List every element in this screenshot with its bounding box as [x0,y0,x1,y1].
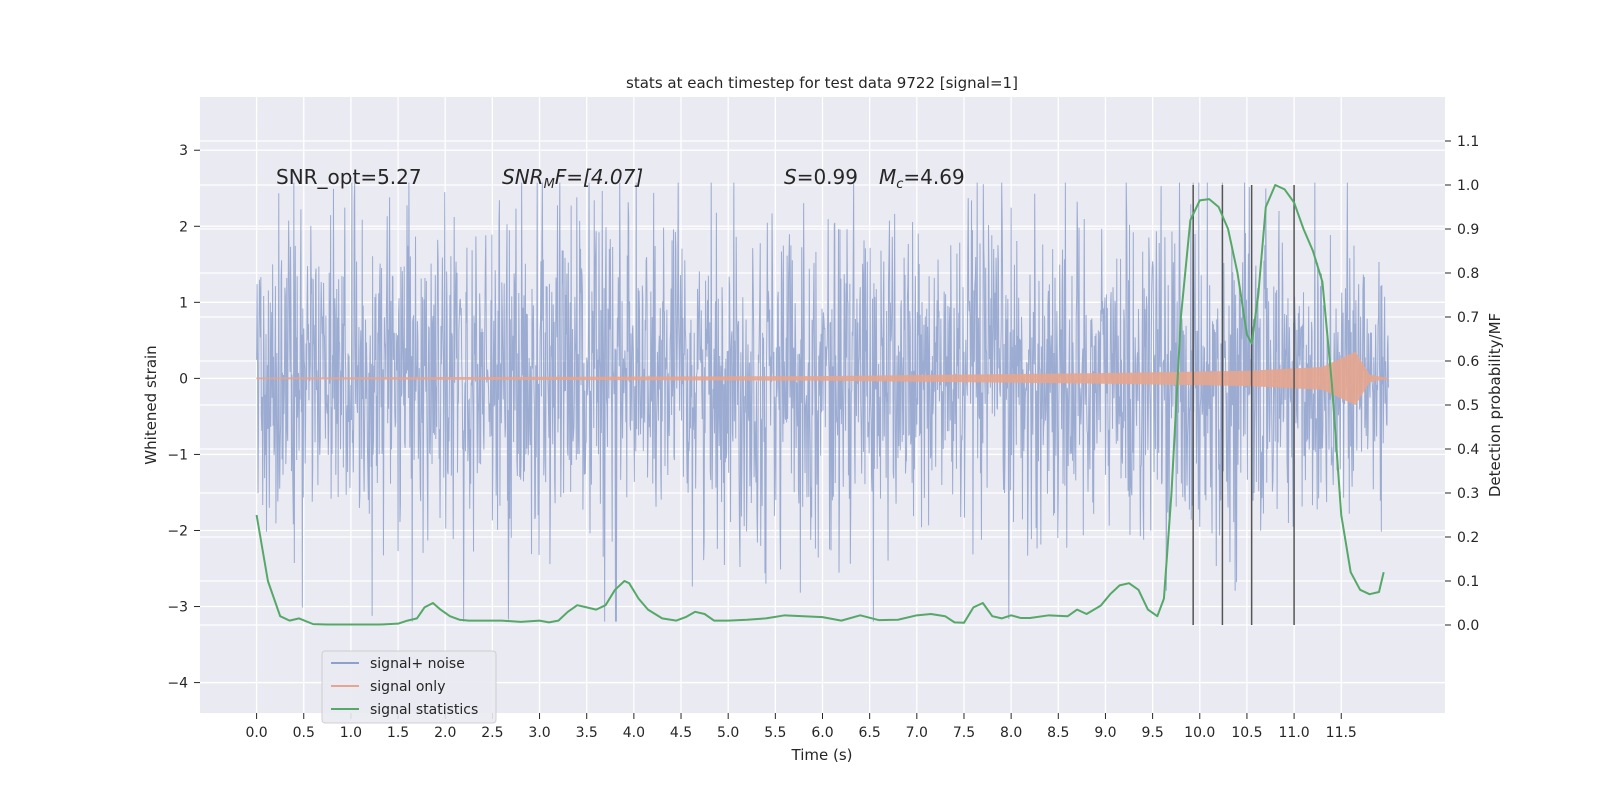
y2-tick-label: 0.9 [1457,222,1479,238]
s-val: =0.99 [797,165,858,189]
snr-mf-tail: F=[4.07] [555,165,643,189]
y-tick-label: −1 [167,447,188,463]
y2-tick-label: 0.6 [1457,354,1479,370]
y-tick-label: −2 [167,523,188,539]
x-tick-label: 4.5 [670,725,692,741]
y-tick-label: 3 [179,143,188,159]
y2-tick-label: 0.8 [1457,266,1479,282]
y2-axis-label: Detection probability/MF [1486,313,1504,497]
legend-label-signal-noise: signal+ noise [370,656,465,672]
y2-tick-label: 0.0 [1457,618,1479,634]
x-tick-label: 4.0 [623,725,645,741]
x-axis-ticks: 0.0 0.5 1.0 1.5 2.0 2.5 3.0 3.5 4.0 4.5 5.0 5.5 6.0 6… [245,713,1357,741]
s-var: S [784,165,797,189]
x-tick-label: 3.5 [576,725,598,741]
x-tick-label: 8.0 [1000,725,1022,741]
y-tick-label: −3 [167,600,188,616]
y2-tick-label: 0.2 [1457,530,1479,546]
x-tick-label: 3.0 [528,725,550,741]
x-tick-label: 5.5 [764,725,786,741]
snr-mf-base: SNR [502,165,544,189]
y-axis-label: Whitened strain [142,345,160,464]
x-tick-label: 11.5 [1326,725,1357,741]
x-tick-label: 5.0 [717,725,739,741]
signal-noise-line [256,182,1389,622]
x-tick-label: 10.0 [1184,725,1215,741]
snr-mf-sub: M [544,177,555,192]
x-tick-label: 7.0 [906,725,928,741]
mc-var: M [879,165,896,189]
annotation-mc: Mc=4.69 [879,165,965,192]
x-tick-label: 7.5 [953,725,975,741]
y-tick-label: 1 [179,295,188,311]
y2-tick-label: 0.1 [1457,574,1479,590]
mc-sub: c [896,177,903,192]
signal-statistics-line [255,184,1385,626]
annotation-snr-mf: SNRMF=[4.07] [502,165,643,192]
x-tick-label: 1.5 [387,725,409,741]
x-tick-label: 6.5 [859,725,881,741]
x-tick-label: 1.0 [340,725,362,741]
legend: signal+ noise signal only signal statist… [321,650,497,724]
x-tick-label: 9.5 [1141,725,1163,741]
annotation-s: S=0.99 [784,165,858,189]
x-tick-label: 6.0 [811,725,833,741]
mc-val: =4.69 [903,165,964,189]
signal-statistics-series [255,184,1385,626]
x-tick-label: 11.0 [1279,725,1310,741]
x-tick-label: 2.0 [434,725,456,741]
y2-tick-label: 1.0 [1457,178,1479,194]
y2-axis-ticks: 1.1 1.0 0.9 0.8 0.7 0.6 0.5 0.4 0.3 0.2 0.1 0.0 [1445,134,1479,634]
y-tick-label: 2 [179,219,188,235]
x-axis-label: Time (s) [791,746,853,764]
legend-box [321,650,497,724]
x-tick-label: 0.0 [245,725,267,741]
signal-only-series [256,351,1389,405]
signal-noise-series [256,182,1389,622]
y2-tick-label: 0.7 [1457,310,1479,326]
y2-tick-label: 1.1 [1457,134,1479,150]
x-tick-label: 9.0 [1094,725,1116,741]
x-tick-label: 8.5 [1047,725,1069,741]
y2-tick-label: 0.4 [1457,442,1479,458]
legend-label-signal-statistics: signal statistics [370,702,478,718]
y-tick-label: 0 [179,371,188,387]
signal-only-line [256,351,1389,405]
y2-tick-label: 0.5 [1457,398,1479,414]
legend-label-signal-only: signal only [370,679,445,695]
annotation-snr-opt: SNR_opt=5.27 [276,165,422,189]
x-tick-label: 0.5 [293,725,315,741]
chart-title: stats at each timestep for test data 972… [626,74,1018,92]
y-tick-label: −4 [167,676,188,692]
y-axis-ticks: 3 2 1 0 −1 −2 −3 −4 [167,143,200,692]
y2-tick-label: 0.3 [1457,486,1479,502]
marker-lines [1192,185,1295,625]
x-tick-label: 10.5 [1231,725,1262,741]
x-tick-label: 2.5 [481,725,503,741]
